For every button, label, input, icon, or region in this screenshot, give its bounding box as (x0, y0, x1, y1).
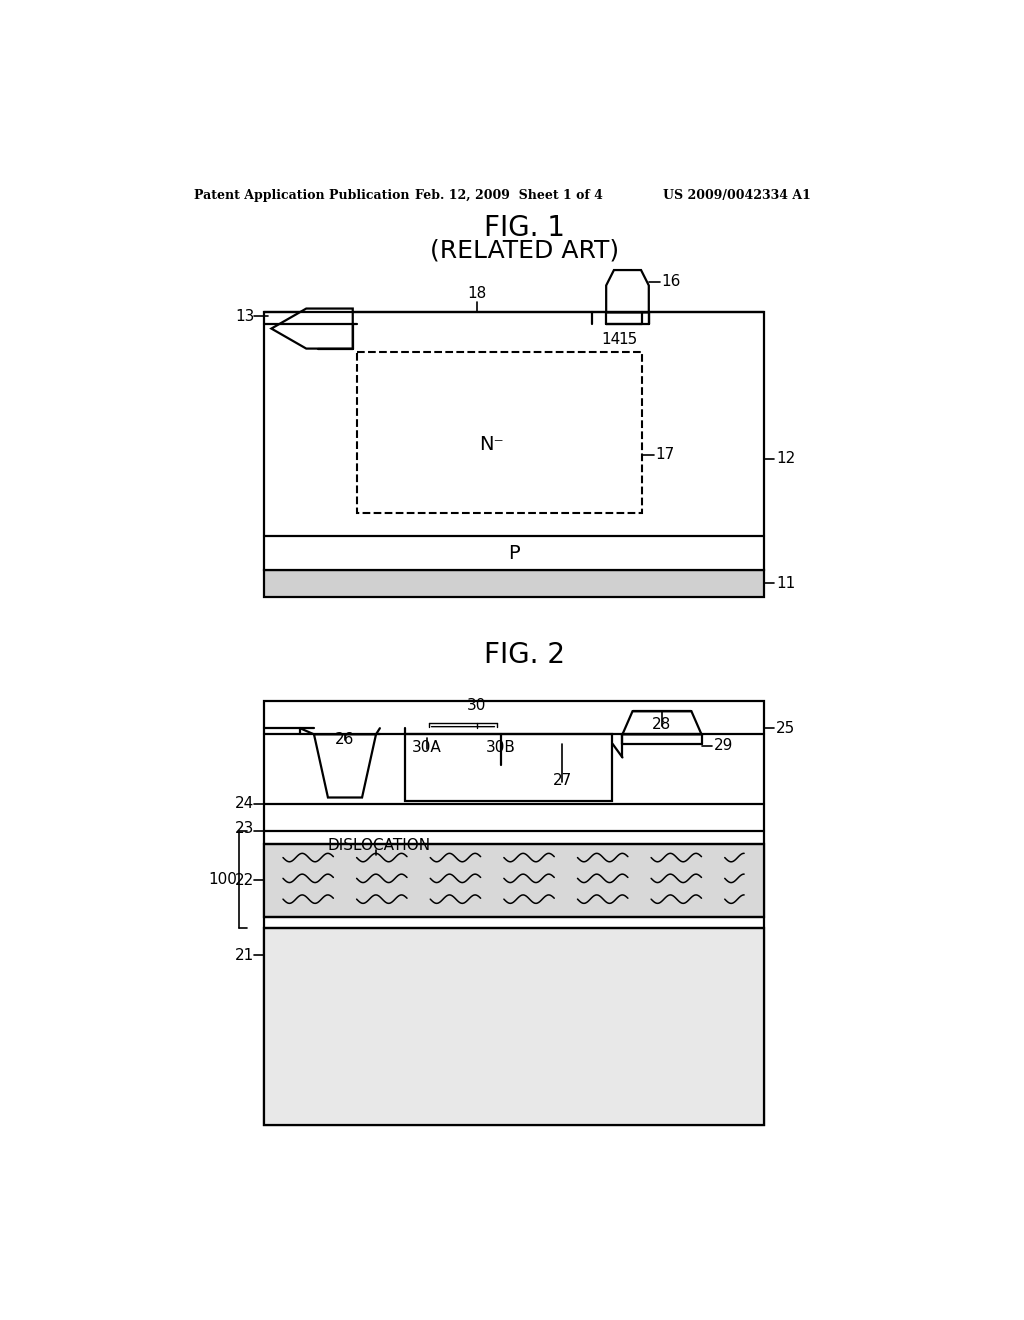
Bar (356, 352, 642, 512)
Polygon shape (606, 271, 649, 313)
Text: 12: 12 (776, 451, 796, 466)
Text: 13: 13 (234, 309, 254, 323)
Text: 14: 14 (601, 331, 621, 347)
Bar (263, 928, 764, 1125)
Polygon shape (623, 711, 701, 734)
Text: 22: 22 (236, 873, 254, 888)
Text: 24: 24 (236, 796, 254, 812)
Text: 27: 27 (552, 774, 571, 788)
Text: 30: 30 (467, 698, 486, 713)
Text: 15: 15 (618, 331, 638, 347)
Text: 29: 29 (714, 738, 733, 754)
Bar (263, 570, 764, 597)
Bar (263, 313, 764, 570)
Text: 16: 16 (662, 275, 681, 289)
Text: 11: 11 (776, 576, 796, 591)
Text: Feb. 12, 2009  Sheet 1 of 4: Feb. 12, 2009 Sheet 1 of 4 (415, 189, 603, 202)
Text: 17: 17 (655, 447, 674, 462)
Text: 21: 21 (236, 948, 254, 962)
Text: (RELATED ART): (RELATED ART) (430, 239, 620, 263)
Bar (263, 843, 764, 917)
Text: 23: 23 (234, 821, 254, 836)
Text: DISLOCATION: DISLOCATION (328, 838, 431, 853)
Text: N⁻: N⁻ (479, 434, 504, 454)
Text: 25: 25 (776, 721, 796, 735)
Text: 30B: 30B (486, 739, 516, 755)
Text: 100: 100 (209, 873, 238, 887)
Bar (263, 701, 764, 1125)
Text: P: P (508, 544, 519, 562)
Polygon shape (271, 309, 352, 348)
Text: 30A: 30A (413, 739, 442, 755)
Text: Patent Application Publication: Patent Application Publication (194, 189, 410, 202)
Polygon shape (314, 734, 376, 797)
Text: 18: 18 (467, 286, 486, 301)
Text: 26: 26 (335, 733, 354, 747)
Text: FIG. 2: FIG. 2 (484, 642, 565, 669)
Bar (406, 734, 612, 801)
Text: 28: 28 (652, 717, 672, 731)
Text: US 2009/0042334 A1: US 2009/0042334 A1 (663, 189, 811, 202)
Text: FIG. 1: FIG. 1 (484, 214, 565, 242)
